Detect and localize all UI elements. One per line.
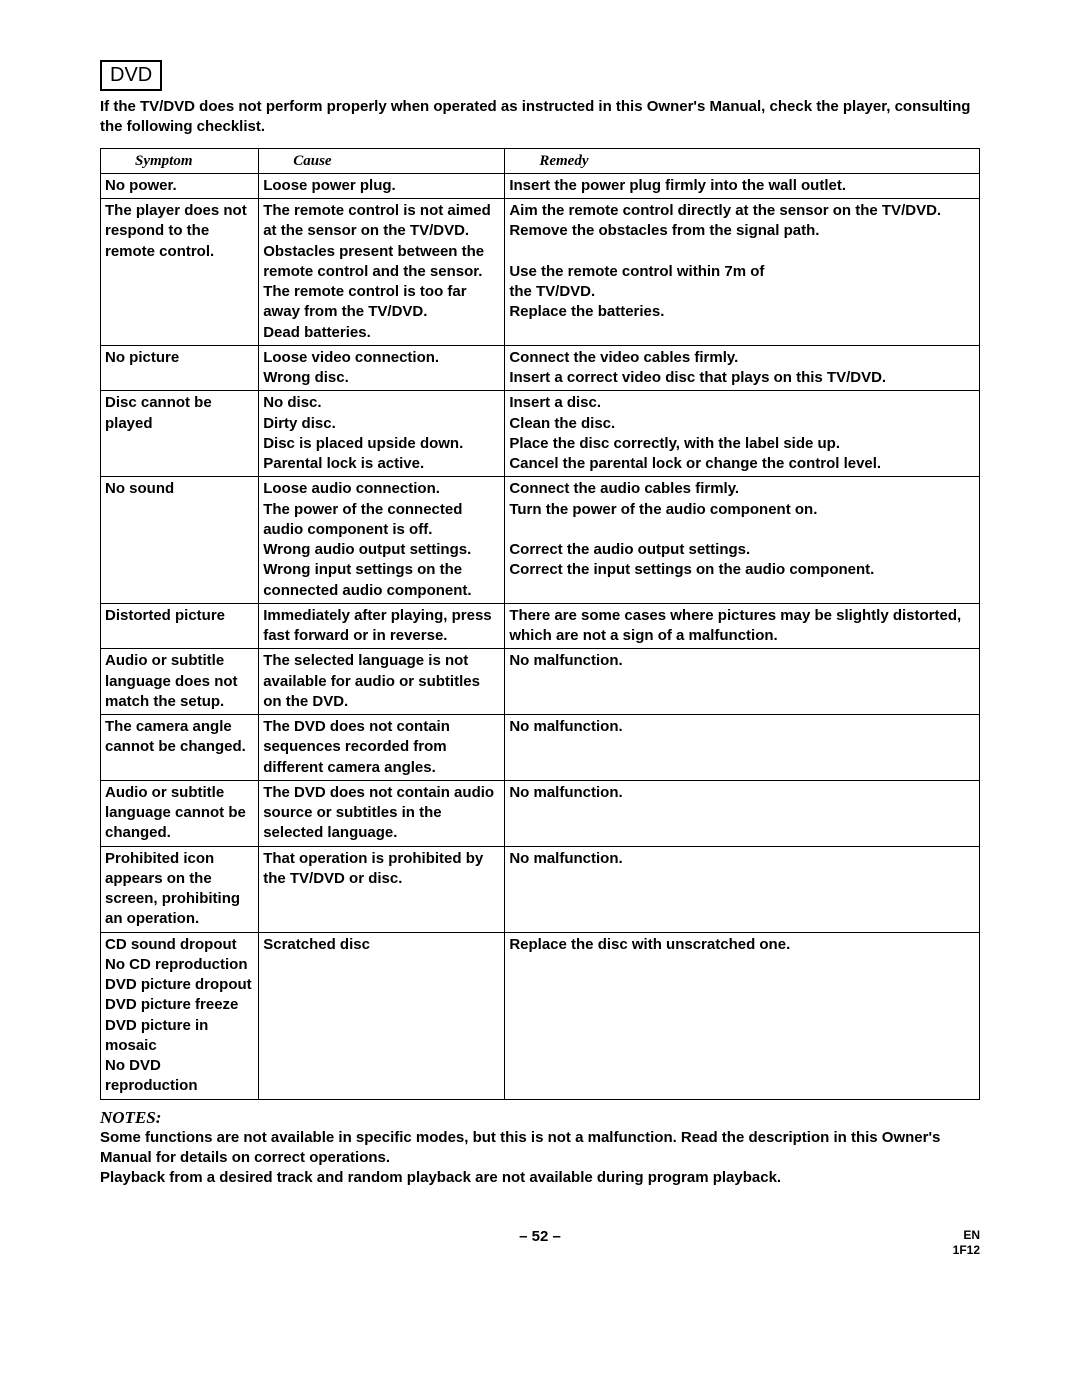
cell-remedy: Connect the video cables firmly.Insert a… [505,345,980,391]
cell-remedy: No malfunction. [505,715,980,781]
cell-cause: That operation is prohibited by the TV/D… [259,846,505,932]
cell-symptom: Audio or subtitle language does not matc… [101,649,259,715]
cell-remedy: Connect the audio cables firmly.Turn the… [505,477,980,604]
cell-symptom: Disc cannot be played [101,391,259,477]
table-row: No power.Loose power plug.Insert the pow… [101,173,980,198]
cell-remedy: Aim the remote control directly at the s… [505,199,980,346]
cell-symptom: No picture [101,345,259,391]
cell-cause: No disc.Dirty disc.Disc is placed upside… [259,391,505,477]
cell-symptom: Distorted picture [101,603,259,649]
table-row: Disc cannot be playedNo disc.Dirty disc.… [101,391,980,477]
table-row: Distorted pictureImmediately after playi… [101,603,980,649]
table-row: No pictureLoose video connection.Wrong d… [101,345,980,391]
cell-remedy: Insert the power plug firmly into the wa… [505,173,980,198]
cell-cause: Loose audio connection.The power of the … [259,477,505,604]
table-row: Audio or subtitle language does not matc… [101,649,980,715]
notes-line-1: Some functions are not available in spec… [100,1128,980,1169]
footer-lang: EN [953,1228,980,1242]
cell-cause: The remote control is not aimed at the s… [259,199,505,346]
table-row: No soundLoose audio connection.The power… [101,477,980,604]
cell-symptom: CD sound dropoutNo CD reproductionDVD pi… [101,932,259,1099]
table-row: CD sound dropoutNo CD reproductionDVD pi… [101,932,980,1099]
troubleshoot-table: Symptom Cause Remedy No power.Loose powe… [100,148,980,1100]
cell-remedy: There are some cases where pictures may … [505,603,980,649]
cell-symptom: Prohibited icon appears on the screen, p… [101,846,259,932]
cell-cause: The selected language is not available f… [259,649,505,715]
cell-cause: Scratched disc [259,932,505,1099]
cell-remedy: Replace the disc with unscratched one. [505,932,980,1099]
cell-symptom: No sound [101,477,259,604]
cell-cause: Immediately after playing, press fast fo… [259,603,505,649]
table-row: The camera angle cannot be changed.The D… [101,715,980,781]
cell-symptom: The player does not respond to the remot… [101,199,259,346]
intro-text: If the TV/DVD does not perform properly … [100,97,980,138]
cell-cause: Loose video connection.Wrong disc. [259,345,505,391]
table-header-row: Symptom Cause Remedy [101,148,980,173]
cell-remedy: Insert a disc.Clean the disc.Place the d… [505,391,980,477]
dvd-box-label: DVD [100,60,162,91]
footer-right: EN 1F12 [953,1228,980,1257]
cell-remedy: No malfunction. [505,780,980,846]
col-remedy: Remedy [505,148,980,173]
cell-symptom: No power. [101,173,259,198]
cell-cause: Loose power plug. [259,173,505,198]
cell-symptom: Audio or subtitle language cannot be cha… [101,780,259,846]
cell-cause: The DVD does not contain audio source or… [259,780,505,846]
table-body: No power.Loose power plug.Insert the pow… [101,173,980,1099]
col-symptom: Symptom [101,148,259,173]
table-row: Audio or subtitle language cannot be cha… [101,780,980,846]
col-cause: Cause [259,148,505,173]
page-footer: – 52 – EN 1F12 [100,1228,980,1258]
page-number: – 52 – [519,1228,561,1245]
cell-remedy: No malfunction. [505,846,980,932]
cell-cause: The DVD does not contain sequences recor… [259,715,505,781]
footer-code: 1F12 [953,1243,980,1257]
table-row: Prohibited icon appears on the screen, p… [101,846,980,932]
table-row: The player does not respond to the remot… [101,199,980,346]
notes-heading: NOTES: [100,1108,980,1128]
cell-symptom: The camera angle cannot be changed. [101,715,259,781]
notes-line-2: Playback from a desired track and random… [100,1168,980,1188]
cell-remedy: No malfunction. [505,649,980,715]
